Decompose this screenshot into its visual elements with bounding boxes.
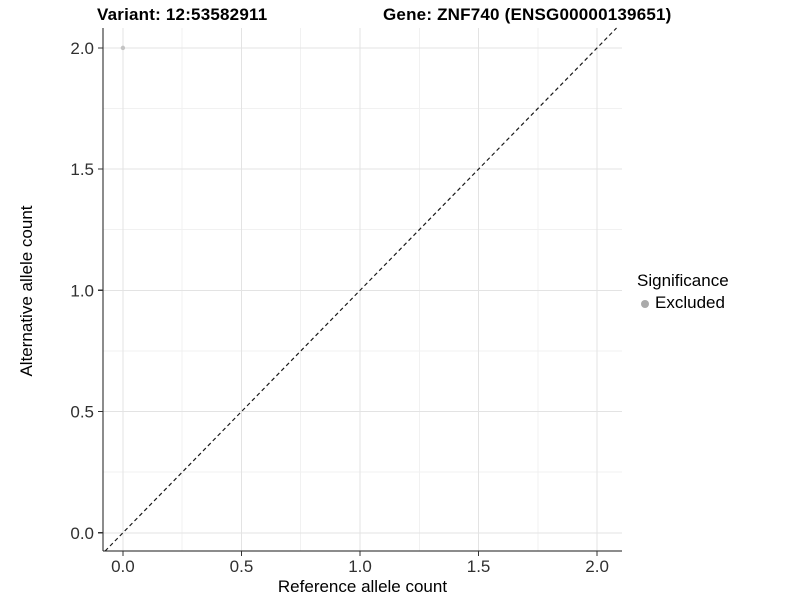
legend-item-label: Excluded (655, 293, 725, 312)
x-tick-label: 2.0 (585, 557, 609, 576)
x-tick-label: 0.0 (111, 557, 135, 576)
y-tick-label: 0.0 (70, 524, 94, 543)
y-tick-label: 1.5 (70, 160, 94, 179)
legend-point-icon (641, 299, 649, 308)
identity-reference-line (104, 27, 617, 552)
x-tick-label: 0.5 (230, 557, 254, 576)
plot-title-gene: Gene: ZNF740 (ENSG00000139651) (383, 5, 672, 24)
legend: Significance Excluded (637, 271, 729, 313)
plot-title-variant: Variant: 12:53582911 (97, 5, 268, 24)
legend-title: Significance (637, 271, 729, 290)
plot-panel: 0.0 0.5 1.0 1.5 2.0 0.0 0.5 1.0 1.5 2.0 (70, 27, 622, 576)
x-axis-title: Reference allele count (277, 577, 448, 596)
x-tick-label: 1.0 (348, 557, 372, 576)
legend-item-excluded: Excluded (637, 293, 729, 313)
y-tick-label: 1.0 (70, 281, 94, 300)
y-tick-label: 2.0 (70, 39, 94, 58)
chart-canvas: 0.0 0.5 1.0 1.5 2.0 0.0 0.5 1.0 1.5 2.0 (70, 27, 622, 576)
y-tick-label: 0.5 (70, 403, 94, 422)
y-axis-title: Alternative allele count (17, 205, 36, 377)
x-tick-label: 1.5 (467, 557, 491, 576)
data-point (120, 45, 126, 51)
